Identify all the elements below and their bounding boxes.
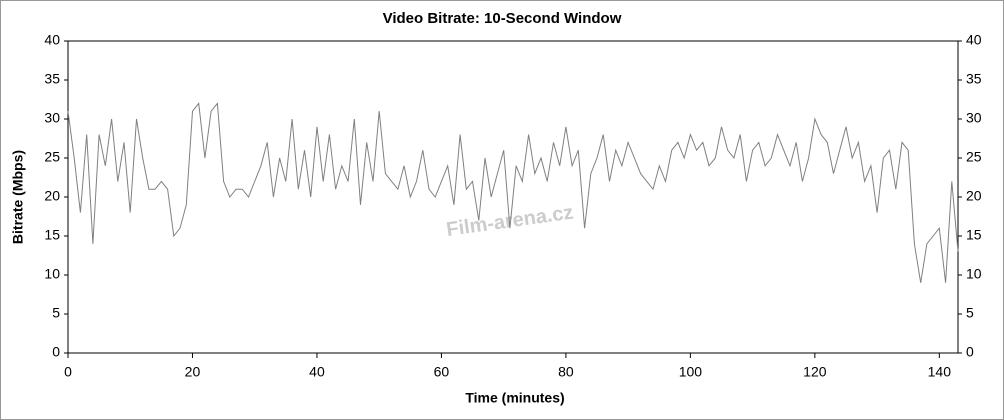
y2-tick-label: 15 xyxy=(966,227,982,243)
y2-tick-label: 5 xyxy=(966,305,974,321)
y2-tick-label: 35 xyxy=(966,71,982,87)
y2-tick-label: 30 xyxy=(966,110,982,126)
x-axis-label: Time (minutes) xyxy=(465,390,564,406)
chart-title: Video Bitrate: 10-Second Window xyxy=(383,10,622,27)
y-tick-label: 25 xyxy=(44,149,60,165)
y-tick-label: 5 xyxy=(52,305,60,321)
y-tick-label: 20 xyxy=(44,188,60,204)
y-axis-label: Bitrate (Mbps) xyxy=(10,150,26,244)
x-tick-label: 140 xyxy=(928,364,952,380)
y-tick-label: 0 xyxy=(52,344,60,360)
data-line xyxy=(67,102,959,283)
y2-tick-label: 40 xyxy=(966,32,982,48)
y-tick-label: 10 xyxy=(44,266,60,282)
x-tick-label: 40 xyxy=(309,364,325,380)
x-tick-label: 20 xyxy=(185,364,201,380)
y-tick-label: 15 xyxy=(44,227,60,243)
y2-tick-label: 0 xyxy=(966,344,974,360)
y2-tick-label: 20 xyxy=(966,188,982,204)
x-tick-label: 120 xyxy=(803,364,827,380)
x-tick-label: 100 xyxy=(679,364,703,380)
y-tick-label: 35 xyxy=(44,71,60,87)
x-tick-label: 0 xyxy=(64,364,72,380)
x-tick-label: 60 xyxy=(434,364,450,380)
y2-tick-label: 25 xyxy=(966,149,982,165)
x-tick-label: 80 xyxy=(558,364,574,380)
y-tick-label: 40 xyxy=(44,32,60,48)
y2-tick-label: 10 xyxy=(966,266,982,282)
y-tick-label: 30 xyxy=(44,110,60,126)
